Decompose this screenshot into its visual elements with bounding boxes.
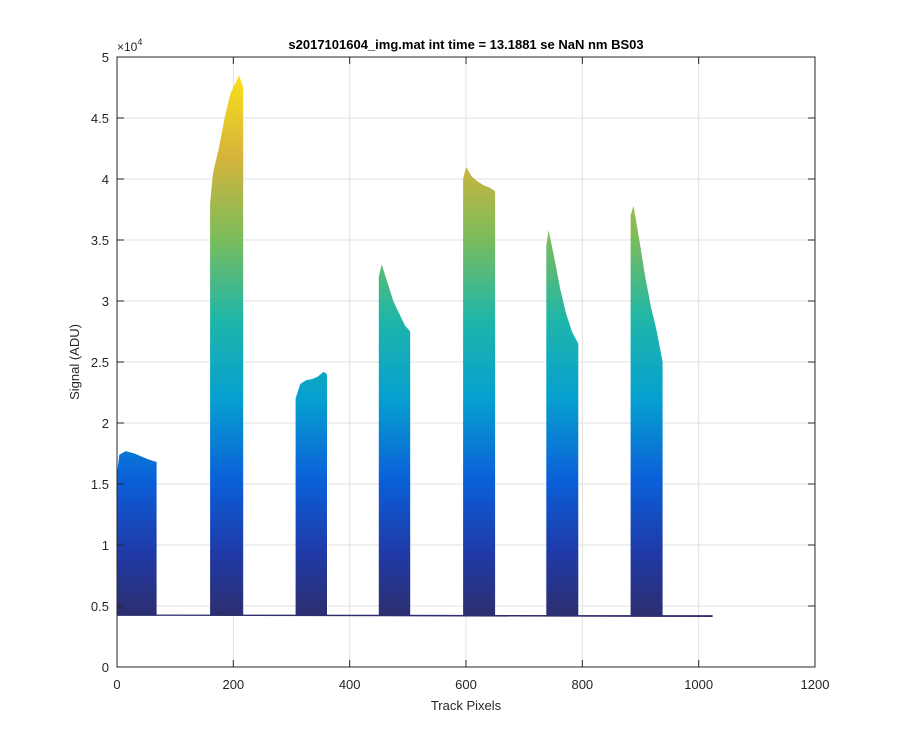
y-tick-label: 2 (102, 416, 109, 431)
y-tick-label: 1.5 (91, 477, 109, 492)
x-tick-label: 800 (571, 677, 593, 692)
y-tick-label: 4.5 (91, 111, 109, 126)
x-tick-label: 1200 (801, 677, 830, 692)
signal-peak-6 (546, 230, 579, 616)
x-tick-labels: 0 200 400 600 800 1000 1200 (113, 677, 829, 692)
y-axis-label: Signal (ADU) (67, 324, 82, 400)
y-tick-label: 3 (102, 294, 109, 309)
y-tick-label: 4 (102, 172, 109, 187)
x-axis-label: Track Pixels (431, 698, 502, 713)
ticks (116, 56, 816, 668)
signal-peak-7 (630, 205, 663, 616)
y-tick-label: 5 (102, 50, 109, 65)
y-tick-labels: 0 0.5 1 1.5 2 2.5 3 3.5 4 4.5 5 (91, 50, 109, 675)
y-tick-label: 2.5 (91, 355, 109, 370)
signal-peak-3 (295, 371, 327, 616)
x-tick-label: 0 (113, 677, 120, 692)
signal-peak-2 (210, 75, 244, 616)
x-tick-label: 1000 (684, 677, 713, 692)
data-areas (117, 75, 713, 617)
y-exponent-label: ×104 (117, 37, 142, 54)
y-tick-label: 0 (102, 660, 109, 675)
x-tick-label: 200 (222, 677, 244, 692)
y-tick-label: 1 (102, 538, 109, 553)
signal-peak-1 (117, 451, 157, 616)
signal-peak-4 (378, 264, 411, 616)
x-tick-label: 400 (339, 677, 361, 692)
y-tick-label: 3.5 (91, 233, 109, 248)
chart-title: s2017101604_img.mat int time = 13.1881 s… (288, 37, 643, 52)
y-tick-label: 0.5 (91, 599, 109, 614)
signal-peak-5 (463, 166, 496, 616)
x-tick-label: 600 (455, 677, 477, 692)
